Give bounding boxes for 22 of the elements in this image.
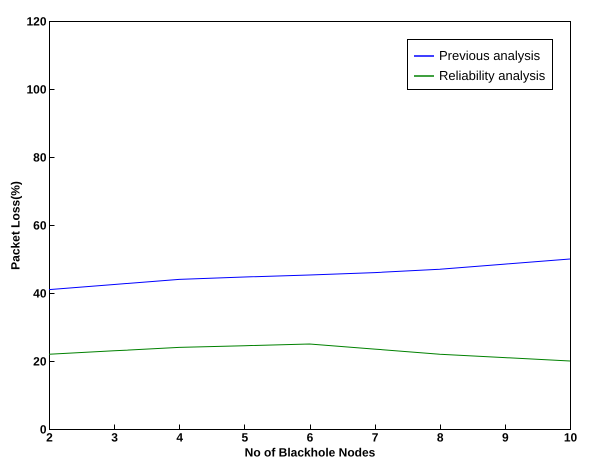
x-tick-label: 10 bbox=[564, 430, 578, 444]
x-tick-label: 9 bbox=[502, 430, 510, 444]
y-axis-title: Packet Loss(%) bbox=[8, 181, 22, 270]
y-tick-label: 80 bbox=[33, 150, 47, 164]
line-series bbox=[48, 344, 570, 362]
x-tick-label: 6 bbox=[306, 430, 314, 444]
y-tick-label: 20 bbox=[33, 354, 47, 368]
y-tick-label: 60 bbox=[33, 218, 47, 232]
x-tick-label: 3 bbox=[111, 430, 118, 444]
y-tick-label: 100 bbox=[26, 82, 47, 96]
x-tick-label: 2 bbox=[46, 430, 54, 444]
x-tick-label: 4 bbox=[176, 430, 184, 444]
y-tick-label: 120 bbox=[26, 14, 47, 28]
legend-label: Reliability analysis bbox=[439, 68, 546, 83]
x-tick-label: 8 bbox=[436, 430, 444, 444]
y-tick-label: 0 bbox=[40, 422, 47, 436]
legend-label: Previous analysis bbox=[439, 48, 541, 63]
x-tick-label: 5 bbox=[242, 430, 249, 444]
line-series bbox=[48, 258, 570, 290]
y-tick-label: 40 bbox=[33, 286, 47, 300]
x-tick-label: 7 bbox=[372, 430, 379, 444]
x-axis-title: No of Blackhole Nodes bbox=[244, 446, 376, 460]
